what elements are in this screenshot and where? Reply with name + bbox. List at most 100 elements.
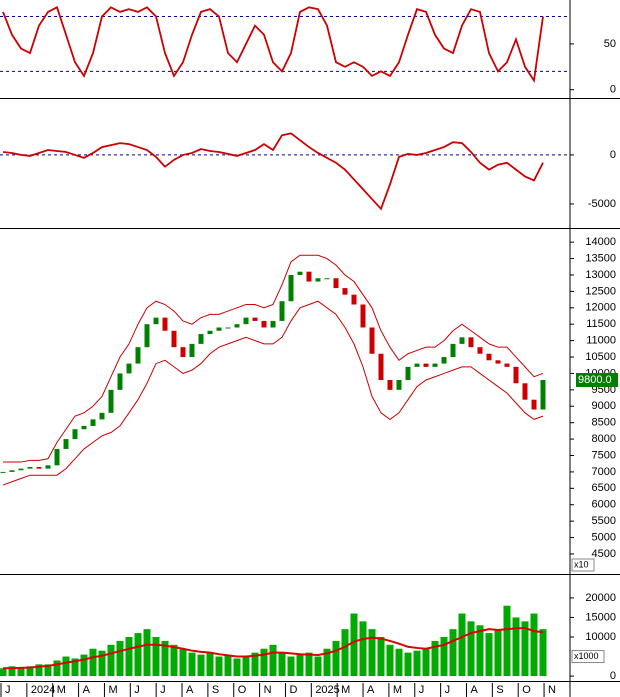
x-tick-label: O	[238, 684, 247, 696]
candle	[279, 301, 285, 321]
candle	[477, 347, 483, 354]
volume-bar	[215, 656, 223, 677]
candle	[45, 465, 51, 469]
y-tick-label: 6500	[592, 482, 616, 494]
x-tick-label: 2024	[31, 684, 55, 696]
x-tick-label: A	[367, 684, 375, 696]
y-tick-label: 10500	[585, 351, 616, 363]
volume-bar	[0, 668, 7, 677]
candle	[423, 363, 429, 367]
candle	[495, 360, 501, 364]
volume-bar	[305, 652, 313, 677]
candle	[135, 347, 141, 364]
candle	[405, 366, 411, 381]
candle	[225, 327, 231, 329]
volume-bar	[449, 629, 457, 677]
volume-bar	[89, 648, 97, 677]
x-tick-label: M	[393, 684, 402, 696]
volume-bar	[530, 613, 538, 677]
x-tick-label: A	[186, 684, 194, 696]
candle	[261, 320, 267, 328]
candle	[117, 373, 123, 390]
y-tick-label: 14000	[585, 236, 616, 248]
volume-bar	[359, 621, 367, 677]
volume-bar	[170, 644, 178, 677]
unit-label: x10	[574, 559, 589, 569]
series-line	[2, 132, 544, 211]
candle	[351, 294, 357, 305]
candle	[144, 324, 150, 348]
candle	[522, 383, 528, 400]
volume-bar	[71, 658, 79, 677]
volume-bar	[404, 652, 412, 677]
candle	[198, 334, 204, 344]
x-tick-label: 2025	[315, 684, 339, 696]
series-line	[3, 254, 544, 463]
volume-bar	[467, 621, 475, 677]
volume-bar	[8, 666, 16, 677]
volume-bar	[143, 629, 151, 677]
x-tick-label: S	[212, 684, 219, 696]
volume-bar	[224, 654, 232, 677]
x-tick-label: M	[108, 684, 117, 696]
volume-bar	[269, 644, 277, 677]
y-tick-label: 0	[610, 149, 616, 161]
y-tick-label: 5000	[592, 531, 616, 543]
candle	[450, 343, 456, 358]
candle	[504, 363, 510, 367]
volume-bar	[17, 668, 25, 677]
candle	[0, 471, 6, 473]
x-tick-label: A	[470, 684, 478, 696]
volume-bar	[188, 652, 196, 677]
candle	[297, 271, 303, 275]
volume-bar	[278, 652, 286, 677]
candle	[63, 439, 69, 449]
y-tick-label: 13000	[585, 269, 616, 281]
y-tick-label: 50	[604, 38, 616, 50]
volume-bar	[206, 652, 214, 677]
candle	[333, 278, 339, 289]
volume-bar	[314, 656, 322, 677]
candle	[486, 353, 492, 361]
y-tick-label: 11000	[586, 335, 616, 347]
y-tick-label: 12000	[585, 302, 616, 314]
volume-bar	[116, 640, 124, 677]
y-tick-label: -5000	[588, 198, 616, 210]
volume-bar	[53, 660, 61, 677]
x-tick-label: J	[445, 684, 451, 696]
y-tick-label: 5500	[592, 515, 616, 527]
volume-bar	[35, 664, 43, 677]
y-tick-label: 20000	[585, 592, 616, 604]
volume-bar	[521, 621, 529, 677]
volume-bar	[287, 656, 295, 677]
candle	[171, 330, 177, 348]
x-tick-label: M	[341, 684, 350, 696]
x-tick-label: D	[289, 684, 297, 696]
y-tick-label: 15000	[585, 611, 616, 623]
candle	[432, 363, 438, 367]
candle	[27, 466, 33, 469]
candle	[441, 357, 447, 364]
candle	[54, 448, 60, 466]
volume-bar	[251, 652, 259, 677]
volume-bar	[350, 613, 358, 677]
y-tick-label: 7000	[592, 466, 616, 478]
candle	[342, 288, 348, 295]
candle	[180, 347, 186, 358]
x-tick-label: N	[548, 684, 556, 696]
series-line	[3, 626, 544, 670]
y-tick-label: 9000	[592, 400, 616, 412]
y-tick-label: 8000	[592, 433, 616, 445]
volume-bar	[296, 654, 304, 677]
volume-bar	[260, 648, 268, 677]
candle	[378, 353, 384, 381]
y-tick-label: 8500	[592, 417, 616, 429]
candle	[315, 278, 321, 282]
candle	[387, 380, 393, 390]
volume-bar	[107, 644, 115, 677]
candle	[108, 389, 114, 413]
volume-bar	[44, 664, 52, 677]
volume-bar	[323, 648, 331, 677]
candle	[468, 337, 474, 348]
